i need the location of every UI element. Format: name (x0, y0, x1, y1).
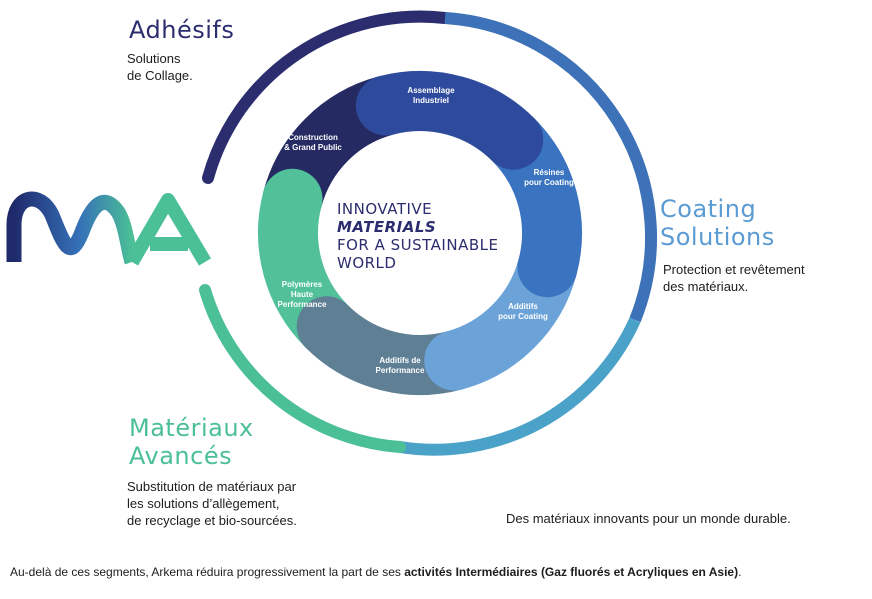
ring-segment-label: Additifs de (379, 356, 421, 365)
ring-segment-label: pour Coating (524, 178, 574, 187)
footer-prefix: Au-delà de ces segments, Arkema réduira … (10, 565, 405, 579)
logo-a-icon (125, 193, 212, 266)
segment-title-coating-line2: Solutions (660, 223, 775, 251)
tagline: Des matériaux innovants pour un monde du… (506, 511, 791, 526)
center-line-1: INNOVATIVE (337, 200, 432, 218)
segment-title-adhesifs: Adhésifs (129, 16, 235, 44)
segment-description-coating: Protection et revêtement des matériaux. (663, 261, 805, 295)
ring-segment-label: Assemblage (407, 86, 455, 95)
desc-line: Protection et revêtement (663, 262, 805, 277)
desc-line: Solutions (127, 51, 181, 66)
footer-suffix: . (738, 565, 742, 579)
center-line-2: MATERIALS (337, 218, 436, 236)
ring-segment-label: Performance (376, 366, 425, 375)
ring-segment-label: Résines (534, 168, 565, 177)
ring-segment (355, 71, 544, 170)
ring-segment-label: Polymères (282, 280, 323, 289)
footer-note: Au-delà de ces segments, Arkema réduira … (10, 565, 741, 579)
segment-title-materiaux-line2: Avancés (129, 442, 233, 470)
desc-line: des matériaux. (663, 279, 749, 294)
outer-arc-materiaux (199, 284, 406, 453)
center-circle (320, 133, 520, 333)
ring-segment-label: Construction (288, 133, 338, 142)
desc-line: les solutions d’allègement, (127, 496, 280, 511)
logo-m-wave-icon (6, 191, 140, 265)
ring-segment-label: Industriel (413, 96, 449, 105)
desc-line: Substitution de matériaux par (127, 479, 297, 494)
outer-arc-coating-2 (399, 317, 641, 456)
segment-description-adhesifs: Solutions de Collage. (127, 50, 193, 84)
ring-segment-label: Additifs (508, 302, 538, 311)
center-line-4: WORLD (337, 254, 396, 272)
segment-title-coating-line1: Coating (660, 195, 757, 223)
outer-arc-adhesifs (202, 10, 451, 184)
ma-logo (6, 191, 212, 266)
desc-line: de recyclage et bio-sourcées. (127, 513, 297, 528)
desc-line: de Collage. (127, 68, 193, 83)
outer-arc-coating (444, 12, 658, 323)
segment-title-materiaux-line1: Matériaux (129, 414, 254, 442)
ring-segment-label: Performance (278, 300, 327, 309)
footer-bold: activités Intermédiaires (Gaz fluorés et… (404, 565, 739, 579)
ring-segment-label: & Grand Public (284, 143, 342, 152)
ring-segment-label: pour Coating (498, 312, 548, 321)
center-line-3: FOR A SUSTAINABLE (337, 236, 498, 254)
segment-description-materiaux: Substitution de matériaux par les soluti… (127, 478, 297, 529)
ring-segment-label: Haute (291, 290, 314, 299)
